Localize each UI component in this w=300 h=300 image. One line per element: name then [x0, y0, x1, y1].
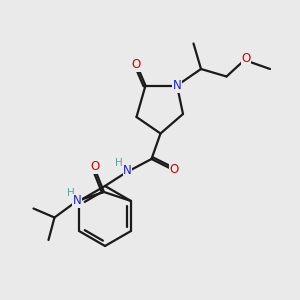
Text: O: O: [132, 58, 141, 71]
Text: O: O: [242, 52, 250, 65]
Text: O: O: [90, 160, 100, 173]
Text: H: H: [115, 158, 122, 168]
Text: H: H: [67, 188, 74, 198]
Text: N: N: [172, 79, 182, 92]
Text: O: O: [169, 163, 178, 176]
Text: N: N: [123, 164, 132, 178]
Text: N: N: [73, 194, 81, 208]
